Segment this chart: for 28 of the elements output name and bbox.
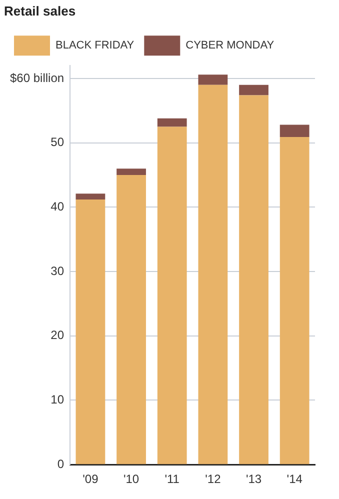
bar xyxy=(198,74,228,85)
y-tick-label: 10 xyxy=(50,392,64,407)
x-tick-label: '13 xyxy=(246,472,262,486)
chart-title: Retail sales xyxy=(4,3,76,18)
x-tick-label: '12 xyxy=(205,472,222,486)
x-tick-label: '10 xyxy=(123,472,140,486)
bar xyxy=(116,168,146,176)
bar xyxy=(239,95,268,464)
bar xyxy=(76,194,106,200)
y-tick-label: $60 billion xyxy=(10,70,64,85)
bar xyxy=(280,124,310,138)
y-tick-label: 0 xyxy=(57,456,64,471)
y-tick-label: 30 xyxy=(50,264,64,278)
bar xyxy=(239,84,268,96)
bar xyxy=(157,126,187,464)
bar xyxy=(198,84,228,464)
legend-label: BLACK FRIDAY xyxy=(56,40,135,52)
bar xyxy=(157,118,187,127)
bar xyxy=(76,199,106,464)
y-tick-label: 40 xyxy=(50,199,64,214)
bar xyxy=(280,137,310,464)
y-tick-label: 50 xyxy=(50,135,64,150)
y-tick-label: 20 xyxy=(50,328,64,342)
x-tick-label: '11 xyxy=(164,472,180,486)
bar xyxy=(116,175,146,464)
x-tick-label: '09 xyxy=(82,472,99,486)
legend-label: CYBER MONDAY xyxy=(186,40,275,52)
x-tick-label: '14 xyxy=(286,472,303,486)
